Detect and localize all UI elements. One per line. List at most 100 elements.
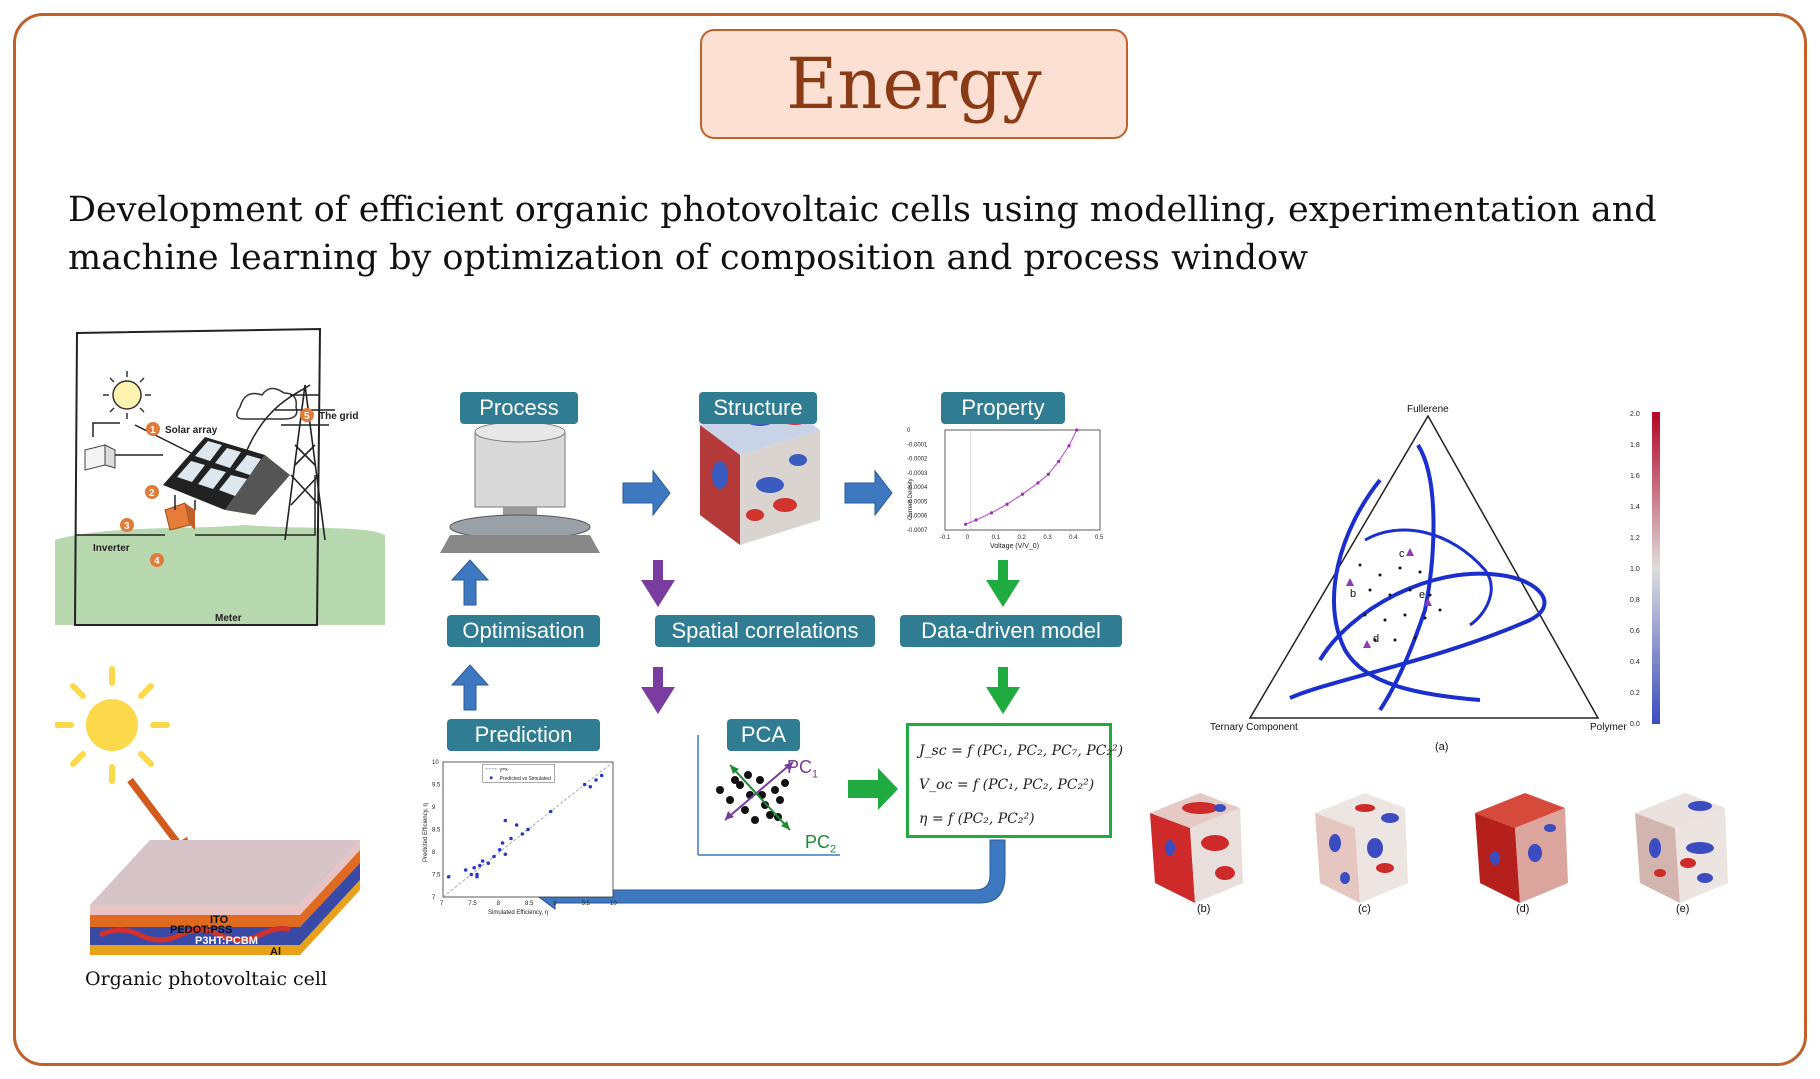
arrow-spatial-pca: [641, 667, 675, 714]
colorbar-tick-label: 0.4: [1630, 659, 1640, 666]
pred-point: [582, 782, 587, 787]
label-process: Process: [460, 392, 578, 424]
organic-cell-illustration: ITO PEDOT:PSS P3HT:PCBM Al: [55, 666, 360, 958]
pred-point: [469, 872, 474, 877]
cube-d-icon: [1475, 793, 1568, 903]
cell-layers: [90, 840, 360, 955]
slide-subtitle: Development of efficient organic photovo…: [68, 190, 1657, 278]
colorbar-ticks: 2.0 1.8 1.6 1.4 1.2 1.0 0.8 0.6 0.4 0.2 0.0: [1630, 411, 1640, 728]
label-spatial-correlations: Spatial correlations: [655, 615, 875, 647]
pred-point: [548, 809, 553, 814]
point-d-label: d: [1373, 633, 1379, 645]
pv-num-2: 2: [149, 488, 155, 499]
point-c-marker: [1406, 548, 1414, 556]
label-optimisation: Optimisation: [447, 615, 600, 647]
jv-x-tick: -0.1: [940, 535, 951, 541]
pred-x-tick: 9.5: [582, 901, 591, 907]
sketch-border: [73, 327, 322, 626]
point-d-marker: [1363, 640, 1371, 648]
ternary-diagram: b c d e Fullerene Ternary Component Poly…: [1210, 404, 1660, 753]
pred-point: [503, 818, 508, 823]
jv-point: [1036, 481, 1040, 485]
jv-point: [1005, 502, 1009, 506]
jv-point: [1075, 428, 1079, 432]
pred-legend-label-1: y=x: [500, 767, 508, 773]
pred-y-tick: 7.5: [432, 873, 441, 879]
layer-label-ito: ITO: [210, 914, 229, 926]
jv-y-label: Current Density: [908, 478, 914, 520]
cell-caption: Organic photovoltaic cell: [85, 968, 328, 990]
ternary-caption: (a): [1435, 741, 1448, 753]
pred-y-tick: 8.5: [432, 828, 441, 834]
jv-y-tick: 0: [907, 428, 911, 434]
jv-point: [1067, 444, 1071, 448]
jv-x-tick: 0.5: [1095, 535, 1104, 541]
pred-point: [594, 778, 598, 782]
jv-point: [1046, 472, 1050, 476]
jv-y-tick: -0.0001: [907, 442, 928, 448]
pred-point: [497, 847, 502, 852]
colorbar-tick-label: 0.0: [1630, 721, 1640, 728]
jv-plot-frame: [944, 429, 1101, 531]
pred-point: [492, 854, 496, 859]
light-arrow: [127, 777, 186, 853]
cube-caption-e: (e): [1676, 903, 1689, 915]
jv-series-line: [965, 429, 1078, 525]
jv-y-tick: -0.0004: [907, 485, 928, 491]
jv-x-tick: 0.4: [1069, 535, 1078, 541]
sun-icon: [103, 371, 151, 419]
jv-x-tick: 0: [966, 535, 970, 541]
pv-label-the-grid: The grid: [319, 411, 358, 422]
pred-point: [526, 827, 530, 832]
cube-caption-d: (d): [1516, 903, 1529, 915]
morphology-cubes: (b) (c) (d) (e): [1150, 793, 1728, 915]
jv-point: [1020, 492, 1025, 496]
solar-panel-icon: [163, 437, 290, 515]
jv-x-label: Voltage (V/V_0): [990, 543, 1039, 550]
jv-point: [964, 522, 968, 526]
arrow-prediction-optimisation: [450, 664, 490, 711]
label-structure: Structure: [699, 392, 817, 424]
pred-point: [463, 868, 468, 872]
big-sun-icon: [55, 666, 170, 784]
jv-y-tick: -0.0002: [907, 457, 928, 463]
pred-x-tick: 8: [497, 901, 501, 907]
pred-point: [520, 832, 525, 836]
pred-y-tick: 9: [432, 805, 436, 811]
pv-label-meter: Meter: [215, 613, 242, 624]
pred-point: [500, 841, 505, 845]
jv-y-tick: -0.0003: [907, 471, 928, 477]
pca-plot: [697, 735, 840, 856]
jv-point: [1057, 459, 1061, 464]
ternary-curve-2: [1289, 571, 1547, 700]
vertex-fullerene: Fullerene: [1407, 404, 1449, 415]
cube-caption-b: (b): [1197, 903, 1210, 915]
colorbar-tick-label: 1.0: [1630, 566, 1640, 573]
colorbar-tick-label: 1.4: [1630, 504, 1640, 511]
equation-jsc: J_sc = f (PC₁, PC₂, PC₇, PC₂²): [919, 743, 1124, 759]
pred-x-tick: 7.5: [468, 901, 477, 907]
jv-point: [974, 518, 978, 522]
jv-point: [989, 511, 994, 515]
pv-label-solar-array: Solar array: [165, 425, 218, 436]
pred-point: [514, 823, 519, 827]
colorbar-tick-label: 1.6: [1630, 473, 1640, 480]
pred-point: [486, 861, 491, 866]
cube-e-icon: [1635, 793, 1728, 903]
colorbar: [1652, 412, 1660, 724]
colorbar-tick-label: 0.8: [1630, 597, 1640, 604]
pv-system-illustration: 1 Solar array 5 The grid 2 3 Inverter 4 …: [55, 327, 385, 626]
jv-y-tick: -0.0006: [907, 514, 928, 520]
cube-caption-c: (c): [1358, 903, 1371, 915]
colorbar-tick-label: 2.0: [1630, 411, 1640, 418]
pc1-label: PC: [787, 757, 813, 777]
arrow-pca-equations: [848, 768, 898, 810]
pred-point: [480, 859, 485, 863]
pv-num-1: 1: [150, 425, 156, 436]
slide-frame: [13, 13, 1807, 1066]
colorbar-tick-label: 0.2: [1630, 690, 1640, 697]
label-pca: PCA: [727, 719, 800, 751]
arrow-optimisation-process: [450, 559, 490, 606]
equations-box: J_sc = f (PC₁, PC₂, PC₇, PC₂²) V_oc = f …: [906, 723, 1124, 838]
jv-x-tick: 0.2: [1018, 535, 1027, 541]
